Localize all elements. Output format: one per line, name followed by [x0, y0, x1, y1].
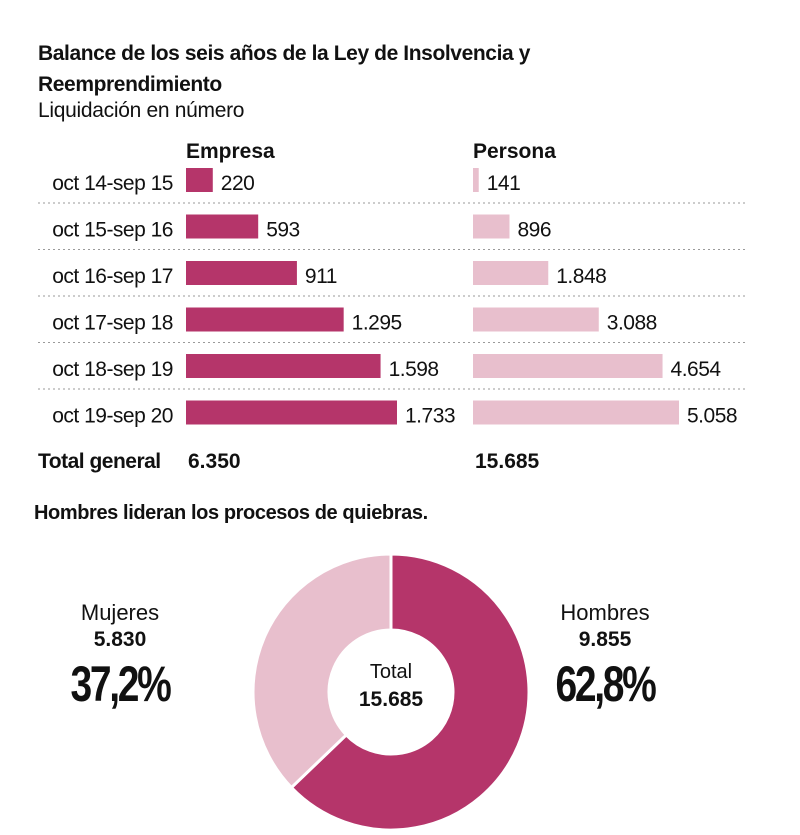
mujeres-block: Mujeres 5.830 37,2% [20, 600, 220, 714]
category-label: oct 17-sep 18 [52, 312, 173, 335]
data-label-empresa: 593 [266, 219, 300, 242]
bar-chart: Empresa Persona oct 14-sep 15 220 141 oct 15-… [38, 140, 745, 473]
data-label-persona: 141 [487, 172, 521, 195]
category-label: oct 14-sep 15 [52, 172, 173, 195]
data-label-empresa: 911 [305, 265, 337, 288]
data-label-persona: 5.058 [687, 405, 737, 428]
bar-persona [473, 168, 479, 192]
mujeres-label: Mujeres [80, 600, 160, 625]
donut-title: Hombres lideran los procesos de quiebras… [34, 502, 428, 524]
hombres-block: Hombres 9.855 62,8% [505, 600, 705, 714]
bar-persona [473, 307, 599, 332]
bar-persona [473, 354, 663, 378]
category-label: oct 16-sep 17 [52, 265, 173, 288]
data-label-empresa: 220 [221, 172, 255, 195]
data-label-empresa: 1.598 [389, 358, 439, 381]
bar-persona [473, 400, 679, 425]
category-label: oct 18-sep 19 [52, 358, 173, 381]
donut-center-label: Total [370, 661, 412, 683]
bar-persona [473, 261, 549, 285]
hombres-percent: 62,8% [555, 656, 657, 712]
totals-label: Total general [38, 450, 161, 473]
data-label-persona: 1.848 [556, 265, 606, 288]
bar-empresa [186, 261, 297, 285]
bar-empresa [186, 168, 213, 192]
series-header-empresa: Empresa [186, 140, 275, 163]
donut-slice-mujeres [251, 552, 393, 790]
data-label-persona: 896 [517, 219, 551, 242]
chart-subtitle: Liquidación en número [38, 99, 245, 122]
category-label: oct 15-sep 16 [52, 219, 173, 242]
data-label-persona: 4.654 [671, 358, 722, 381]
donut-slice-hombres [289, 552, 531, 832]
chart-title: Balance de los seis años de la Ley de In… [38, 42, 530, 96]
donut-chart: Total 15.685 [251, 552, 531, 832]
mujeres-count: 5.830 [93, 628, 147, 651]
data-label-persona: 3.088 [607, 312, 657, 335]
hombres-label: Hombres [560, 600, 650, 625]
total-persona: 15.685 [475, 450, 540, 473]
bar-empresa [186, 214, 259, 239]
bar-persona [473, 214, 510, 239]
hombres-count: 9.855 [578, 628, 632, 651]
category-label: oct 19-sep 20 [52, 405, 173, 428]
bar-empresa [186, 307, 344, 332]
total-empresa: 6.350 [188, 450, 241, 473]
data-label-empresa: 1.295 [352, 312, 402, 335]
data-label-empresa: 1.733 [405, 405, 455, 428]
mujeres-percent: 37,2% [70, 656, 172, 712]
donut-center-value: 15.685 [359, 688, 424, 711]
series-header-persona: Persona [473, 140, 556, 163]
bar-empresa [186, 400, 397, 425]
bar-empresa [186, 354, 381, 378]
